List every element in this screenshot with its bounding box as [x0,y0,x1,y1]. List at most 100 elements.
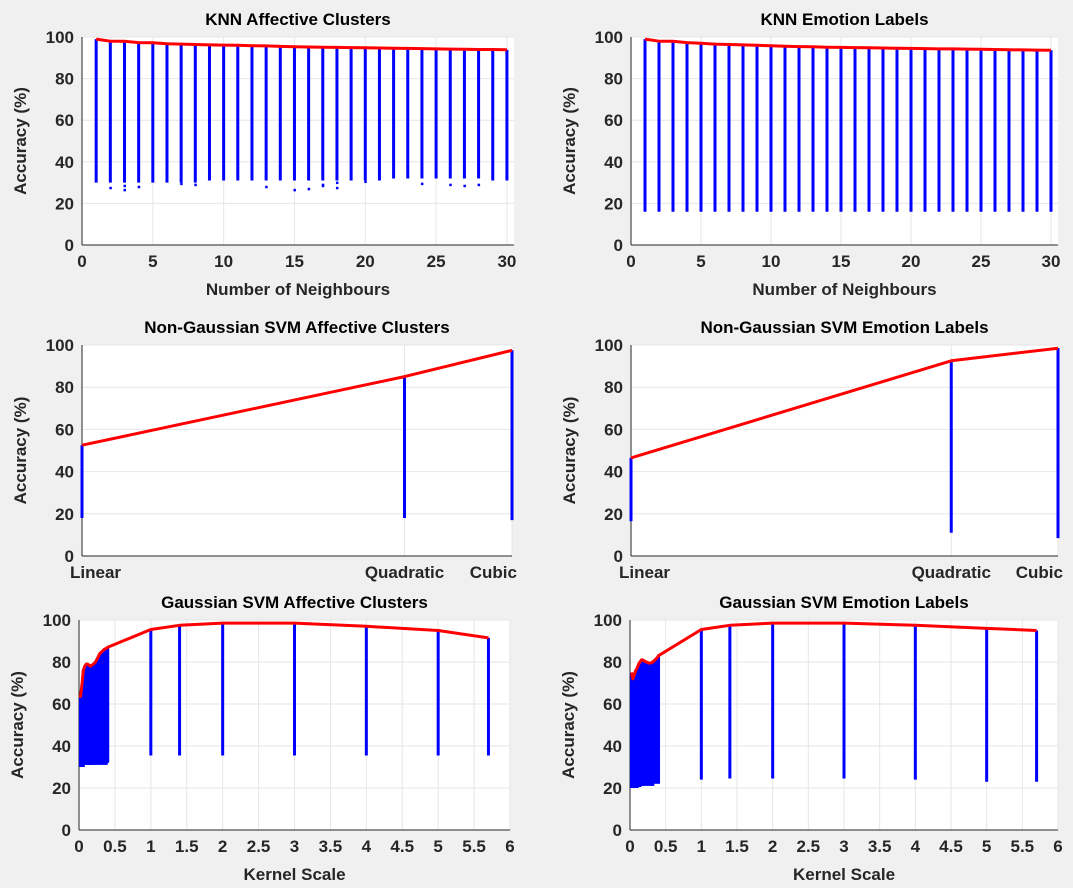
y-tick-label: 60 [604,111,623,130]
y-tick-label: 80 [52,653,71,672]
x-tick-label: 1 [146,837,155,856]
x-tick-label: 2.5 [797,837,821,856]
x-tick-label: Quadratic [365,563,444,582]
y-tick-label: 60 [604,420,623,439]
max-accuracy-line [630,346,1059,460]
x-tick-label: 20 [356,252,375,271]
x-tick-label: 2 [218,837,227,856]
y-tick-label: 80 [603,653,622,672]
x-tick-label: 4.5 [939,837,963,856]
x-tick-label: 30 [497,252,516,271]
x-tick-label: Quadratic [912,563,991,582]
y-tick-label: 100 [595,28,623,47]
x-tick-label: 10 [762,252,781,271]
outlier-point [180,182,183,186]
y-tick-label: 0 [614,236,623,255]
x-tick-label: 6 [1053,837,1062,856]
outlier-point [477,183,481,187]
y-tick-label: 20 [55,505,74,524]
outlier-point [194,183,197,187]
y-tick-label: 80 [604,70,623,89]
max-accuracy-line [95,37,507,52]
y-tick-label: 20 [604,505,623,524]
max-accuracy-line [644,37,1052,52]
x-tick-label: 10 [214,252,233,271]
x-axis-label: Number of Neighbours [206,280,390,299]
x-tick-label: 3 [290,837,299,856]
max-accuracy-line [629,621,1037,681]
y-tick-label: 40 [55,153,74,172]
y-axis-label: Accuracy (%) [560,87,579,195]
chart-svm-emotion: Linear Quadratic Cubic 0 20 40 60 80 100 Non-Gaus… [560,318,1063,582]
x-tick-label: Linear [619,563,670,582]
chart-knn-affective: 0 5 10 15 20 25 30 0 20 40 60 80 100 KNN Affective Cl… [11,10,516,299]
chart-title: Gaussian SVM Emotion Labels [719,593,968,612]
y-axis-label: Accuracy (%) [11,87,30,195]
y-tick-label: 100 [594,611,622,630]
y-tick-label: 60 [55,420,74,439]
x-tick-label: 1 [697,837,706,856]
y-axis-label: Accuracy (%) [560,397,579,505]
y-tick-label: 40 [55,463,74,482]
x-tick-label: 2 [768,837,777,856]
y-tick-label: 100 [43,611,71,630]
x-tick-label: 4 [911,837,921,856]
chart-title: KNN Emotion Labels [760,10,928,29]
x-tick-label: 3.5 [868,837,892,856]
x-tick-label: 2.5 [247,837,271,856]
y-tick-label: 20 [604,194,623,213]
plot-area [82,345,512,556]
x-tick-label: 30 [1042,252,1061,271]
outlier-point [109,186,112,190]
y-tick-label: 0 [65,547,74,566]
y-tick-label: 80 [604,378,623,397]
chart-title: Non-Gaussian SVM Emotion Labels [700,318,988,337]
x-axis-label: Kernel Scale [243,865,345,884]
chart-gauss-emotion: 0 0.5 1 1.5 2 2.5 3 3.5 4 4.5 5 5.5 6020406080100Gau… [559,593,1063,884]
y-tick-label: 100 [46,28,74,47]
x-tick-label: 0 [74,837,83,856]
max-accuracy-line [81,348,513,447]
outlier-point [420,182,424,186]
outlier-point [463,184,466,188]
x-axis-label: Number of Neighbours [752,280,936,299]
x-tick-label: 5.5 [1011,837,1035,856]
x-tick-label: Linear [70,563,121,582]
x-tick-label: 4 [362,837,372,856]
x-tick-label: 3.5 [319,837,343,856]
x-tick-label: 15 [832,252,851,271]
x-tick-label: 20 [902,252,921,271]
x-tick-label: 4.5 [390,837,414,856]
y-tick-label: 60 [55,111,74,130]
outlier-point [307,187,311,191]
x-tick-label: 1.5 [175,837,199,856]
y-tick-label: 20 [55,194,74,213]
x-tick-label: 25 [972,252,991,271]
x-tick-label: 5 [696,252,705,271]
outlier-point [137,185,141,189]
chart-gauss-affective: 0 0.5 1 1.5 2 2.5 3 3.5 4 4.5 5 5.5 6020406080100Gau… [8,593,515,884]
plot-area [631,345,1058,556]
x-tick-label: 5 [433,837,442,856]
outlier-point [265,185,268,189]
y-tick-label: 20 [52,779,71,798]
x-tick-label: 0.5 [103,837,127,856]
x-tick-label: 0 [626,252,635,271]
x-tick-label: 1.5 [725,837,749,856]
outlier-point [335,181,339,185]
outlier-point [364,180,367,184]
y-tick-label: 40 [603,737,622,756]
y-tick-label: 80 [55,378,74,397]
y-tick-label: 60 [603,695,622,714]
y-tick-label: 0 [65,236,74,255]
y-tick-label: 40 [604,153,623,172]
y-tick-label: 0 [614,547,623,566]
x-tick-label: 3 [839,837,848,856]
x-tick-label: 15 [285,252,304,271]
max-accuracy-line [78,621,489,698]
y-tick-label: 20 [603,779,622,798]
x-axis-label: Kernel Scale [793,865,895,884]
outlier-point [123,184,126,188]
y-axis-label: Accuracy (%) [8,671,27,779]
x-tick-label: 5 [982,837,991,856]
